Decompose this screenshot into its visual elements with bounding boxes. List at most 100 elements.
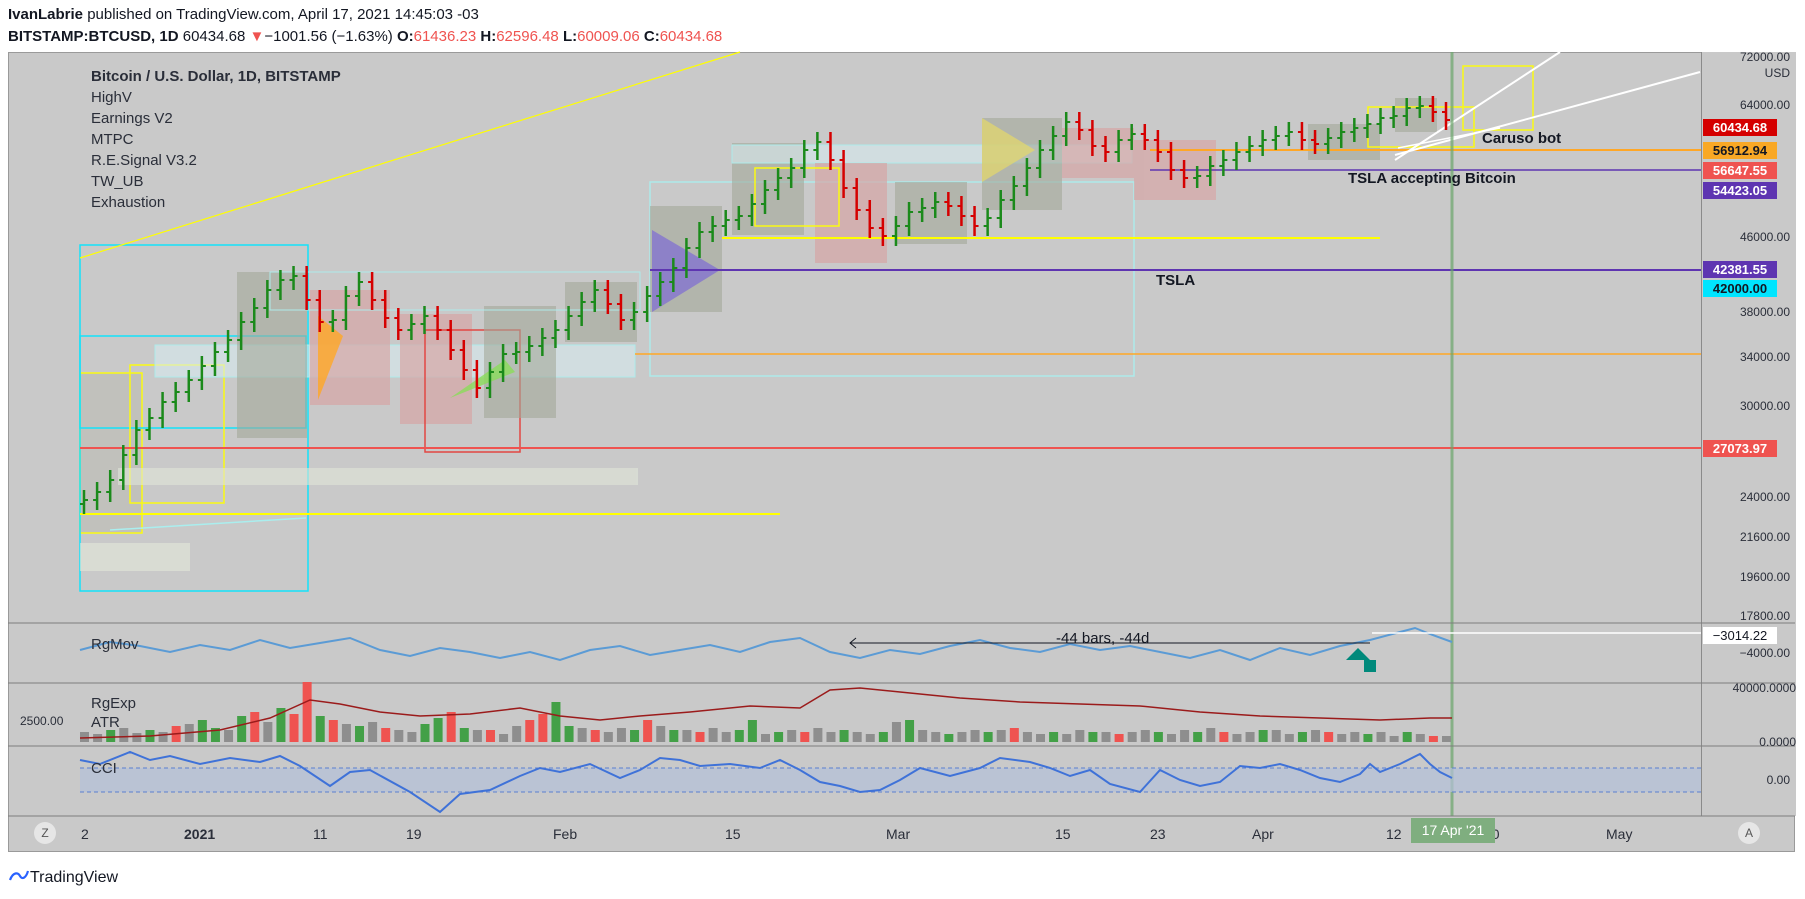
atr-histogram-bar — [1022, 732, 1032, 742]
atr-histogram-bar — [1166, 734, 1176, 742]
arrow-up-icon-stem — [1364, 660, 1376, 672]
measure-label: -44 bars, -44d — [1056, 630, 1150, 647]
price-tick: 64000.00 — [1739, 98, 1790, 112]
atr-histogram-bar — [1350, 732, 1360, 742]
price-axis[interactable] — [1701, 52, 1796, 816]
atr-histogram-bar — [1193, 732, 1203, 742]
atr-histogram-bar — [1284, 734, 1294, 742]
auto-scale-button[interactable]: A — [1738, 822, 1760, 844]
price-bars — [80, 96, 1450, 514]
indicator-exhaustion[interactable]: Exhaustion — [91, 194, 166, 211]
indicator-highv[interactable]: HighV — [91, 89, 132, 106]
cci-tick: 0.00 — [1766, 773, 1790, 787]
time-label: Feb — [553, 826, 578, 842]
drawing-box — [79, 372, 143, 534]
atr-histogram-bar — [485, 730, 495, 742]
atr-histogram-bar — [695, 732, 705, 742]
atr-histogram-bar — [1402, 732, 1412, 742]
open-value: 61436.23 — [413, 28, 477, 45]
atr-histogram-bar — [787, 730, 797, 742]
atr-left-value: 2500.00 — [20, 714, 64, 728]
price-tag: 42000.00 — [1703, 280, 1777, 297]
atr-label[interactable]: ATR — [91, 714, 120, 731]
atr-histogram-bar — [1206, 728, 1216, 742]
atr-histogram-bar — [826, 732, 836, 742]
atr-histogram-bar — [931, 732, 941, 742]
atr-histogram-bar — [682, 730, 692, 742]
cci-line — [79, 750, 1453, 814]
atr-histogram-bar — [499, 734, 509, 742]
atr-histogram-bar — [512, 726, 522, 742]
atr-histogram-bar — [590, 730, 600, 742]
time-label: 11 — [313, 826, 328, 842]
low-value: 60009.06 — [577, 28, 640, 45]
time-label: 19 — [406, 826, 422, 842]
price-change: −1001.56 (−1.63%) — [264, 28, 393, 45]
trend-line — [1394, 71, 1701, 156]
cursor-date-badge: 17 Apr '21 — [1411, 818, 1495, 843]
tradingview-brand[interactable]: TradingView — [8, 868, 118, 887]
atr-histogram-bar — [761, 734, 770, 742]
atr-histogram-bar — [1101, 732, 1111, 742]
atr-histogram-bar — [315, 716, 325, 742]
atr-histogram-bar — [1153, 732, 1163, 742]
go-to-button[interactable]: Z — [34, 822, 56, 844]
indicator-twub[interactable]: TW_UB — [91, 173, 144, 190]
atr-histogram-bar — [289, 714, 299, 742]
tsla-accept-note[interactable]: TSLA accepting Bitcoin — [1348, 170, 1516, 187]
drawing-triangle — [450, 360, 515, 398]
atr-histogram-bar — [446, 712, 456, 742]
rgmov-line — [79, 626, 1453, 662]
measure-arrow — [849, 637, 857, 649]
atr-histogram-bar — [355, 726, 365, 742]
atr-histogram-bar — [119, 728, 129, 742]
atr-histogram-bar — [237, 716, 247, 742]
time-label: 2 — [81, 826, 89, 842]
atr-histogram-bar — [368, 722, 378, 742]
caruso-bot-note[interactable]: Caruso bot — [1482, 130, 1562, 147]
atr-histogram-bar — [996, 730, 1006, 742]
drawing-box — [565, 282, 637, 342]
atr-histogram-bar — [459, 728, 469, 742]
cci-label[interactable]: CCI — [91, 760, 117, 777]
atr-histogram-bar — [302, 682, 312, 742]
rgexp-label[interactable]: RgExp — [91, 695, 137, 712]
drawing-box — [895, 182, 967, 244]
rgmov-label[interactable]: RgMov — [91, 636, 139, 653]
atr-histogram-bar — [1219, 732, 1229, 742]
atr-histogram-bar — [957, 732, 967, 742]
price-tag: 27073.97 — [1703, 440, 1777, 457]
series-title[interactable]: Bitcoin / U.S. Dollar, 1D, BITSTAMP — [91, 68, 341, 85]
symbol-name[interactable]: BITSTAMP:BTCUSD, 1D — [8, 28, 179, 45]
low-label: L: — [562, 28, 578, 45]
price-tag-last: 60434.68 — [1703, 119, 1777, 136]
atr-histogram-bar — [577, 728, 587, 742]
atr-histogram-bar — [1258, 730, 1268, 742]
time-label: Mar — [886, 826, 911, 842]
time-label: 12 — [1386, 826, 1402, 842]
atr-histogram-bar — [1376, 732, 1386, 742]
open-label: O: — [396, 28, 414, 45]
price-tick: 38000.00 — [1739, 305, 1790, 319]
drawing-box — [815, 163, 887, 263]
indicator-mtpc[interactable]: MTPC — [91, 131, 134, 148]
tsla-note[interactable]: TSLA — [1156, 272, 1196, 289]
trend-line — [79, 51, 741, 259]
atr-histogram-bar — [1062, 734, 1072, 742]
atr-histogram-bar — [944, 734, 954, 742]
author-name[interactable]: IvanLabrie — [8, 6, 84, 23]
indicator-earnings[interactable]: Earnings V2 — [91, 110, 173, 127]
indicator-resignal[interactable]: R.E.Signal V3.2 — [91, 152, 197, 169]
close-value: 60434.68 — [659, 28, 723, 45]
cci-band — [80, 768, 1701, 792]
atr-histogram-bar — [224, 730, 234, 742]
atr-histogram-bar — [800, 732, 810, 742]
high-value: 62596.48 — [496, 28, 559, 45]
price-tag: 42381.55 — [1703, 261, 1777, 278]
drawing-box — [1395, 98, 1437, 132]
atr-histogram-bar — [734, 730, 744, 742]
atr-histogram-bar — [1245, 732, 1255, 742]
atr-histogram-bar — [1442, 736, 1451, 742]
atr-histogram-bar — [630, 730, 640, 742]
